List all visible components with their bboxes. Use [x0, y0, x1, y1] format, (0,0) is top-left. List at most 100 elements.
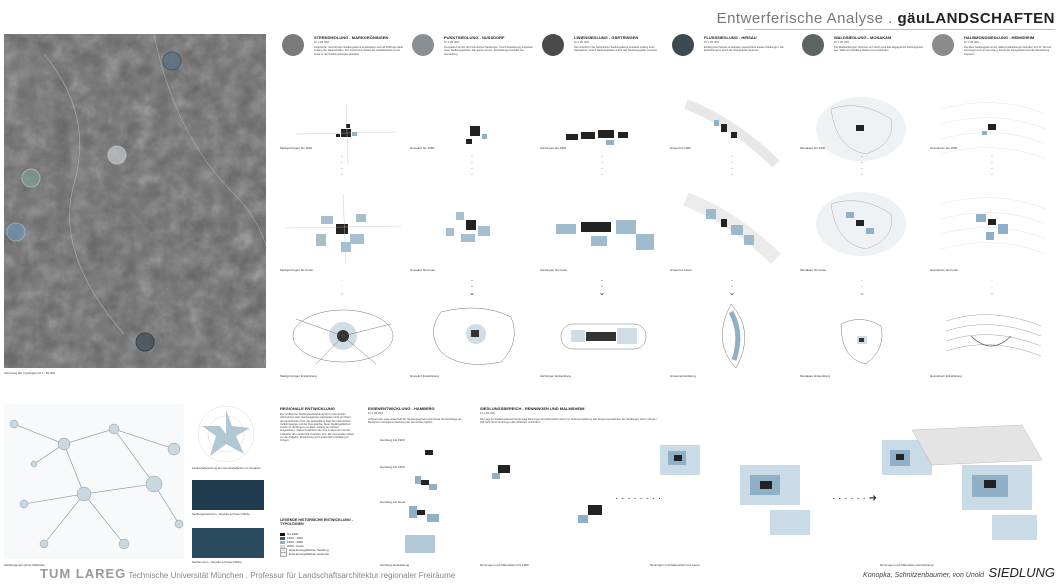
renningen-1960-plan — [492, 465, 602, 523]
windrose-caption: Landschaftsnutzung der Gemeindeflächen i… — [192, 466, 261, 470]
caption-heute: Nussdorf bis heute — [410, 268, 436, 272]
map-caption: Verortung der Typologien M 1 : 50 000 — [4, 371, 55, 375]
sied-scale: M 1:25 000 — [480, 411, 496, 415]
marker-markgroeningen — [162, 51, 182, 71]
renningen-entwicklung-plan — [882, 424, 1043, 540]
typology-scale: M 1:25 000 — [314, 40, 330, 44]
arrow-dots: · · · · — [470, 152, 474, 179]
caption-entwicklung: Markgröningen Entwicklung — [280, 374, 317, 378]
typology-scale: M 1:25 000 — [834, 40, 850, 44]
footer-institution: TUM LAREG Technische Universität München… — [40, 566, 455, 581]
typology-thumbnail — [412, 34, 434, 56]
aerial-photo-1 — [192, 480, 264, 510]
caption-heute: Gärtringen bis heute — [540, 268, 568, 272]
plan-entwicklung — [945, 314, 1042, 357]
legend-swatch — [280, 544, 285, 548]
caption-entwicklung: Gärtringen Entwicklung — [540, 374, 572, 378]
caption-1960: Gärtringen bis 1960 — [540, 146, 567, 150]
typology-text: Die Linienform der historischen Siedlung… — [574, 46, 658, 53]
network-diagram — [4, 404, 184, 559]
typology-text: Entlang des Flusses entstanden gewachsen… — [704, 46, 784, 53]
typology-column: PUNKTSIEDLUNG - NUSSDORF M 1:25 000 Komp… — [406, 34, 536, 384]
project-brand: gäuLANDSCHAFTEN — [897, 10, 1055, 27]
aerial-photo-2 — [192, 528, 264, 558]
plan-heute — [816, 192, 906, 256]
caption-heute: Hirsau bis heute — [670, 268, 692, 272]
network-graph — [9, 419, 184, 550]
caption-entwicklung: Nussdorf Entwicklung — [410, 374, 439, 378]
sied-text: Die Lage im Siedlungsbereich begünstigt … — [480, 418, 657, 425]
sied-caption-1960: Renningen und Malmsheim bis 1960 — [480, 563, 529, 567]
typology-thumbnail — [542, 34, 564, 56]
hamberg-caption-1990: Hamberg bis 1990 — [380, 465, 405, 469]
typology-text: Die Waldsiedlungen zeichnen sich durch e… — [834, 46, 923, 53]
plan-1960 — [816, 97, 906, 161]
regional-text: Ein Großteil der Siedlungsentwicklung fa… — [280, 413, 355, 443]
legend-item: 2000 - heute — [280, 544, 329, 548]
page-title: Entwerferische Analyse . gäuLANDSCHAFTEN — [716, 10, 1055, 27]
sied-title: SIEDLUNGSBEREICH - RENNINGEN UND MALMSHE… — [480, 406, 585, 411]
plan-heute — [683, 192, 781, 264]
marker-gaertringen — [21, 168, 41, 188]
typology-title: PUNKTSIEDLUNG - NUSSDORF — [444, 35, 505, 40]
marker-heimsheim — [135, 332, 155, 352]
caption-1960: Heimsheim bis 1960 — [930, 146, 958, 150]
marker-nussdorf — [107, 145, 127, 165]
arrow-dots: · · · · — [730, 152, 734, 179]
legend-item: 1960 - 2000 — [280, 540, 329, 544]
hamberg-caption-entwicklung: Hamberg Entwicklung — [380, 563, 410, 567]
legend-swatch — [280, 532, 285, 536]
regional-title: REGIONALE ENTWICKLUNG — [280, 406, 335, 411]
windrose-diagram — [197, 405, 255, 463]
caption-entwicklung: Hirsau Entwicklung — [670, 374, 696, 378]
typology-thumbnail — [282, 34, 304, 56]
authors: Konopka, Schnitzenbaumer, von Unold — [863, 572, 985, 579]
legend-item: Erweiterungsflächen Gewerbe — [280, 551, 329, 557]
typology-text: Kompakte Formen der historischen Siedlun… — [444, 46, 534, 56]
typology-title: LINIENSIEDLUNG - GÄRTRINGEN — [574, 35, 639, 40]
typology-column: FLUSSSIEDLUNG - HIRSAU M 1:25 000 Entlan… — [666, 34, 796, 384]
marker-hirsau — [6, 222, 26, 242]
aerial-texture — [4, 34, 266, 368]
footer-credits: Konopka, Schnitzenbaumer, von Unold SIED… — [863, 564, 1055, 582]
hamberg-caption-heute: Hamberg bis heute — [380, 500, 406, 504]
caption-heute: Markgröningen bis heute — [280, 268, 314, 272]
sied-caption-heute: Renningen und Malmsheim bis heute — [650, 563, 700, 567]
caption-heute: Monakam bis heute — [800, 268, 827, 272]
typology-title: STERNSIEDLUNG - MARKGRÖNINGEN — [314, 35, 389, 40]
caption-1960: Markgröningen bis 1960 — [280, 146, 313, 150]
arrow-dots: · · · · — [340, 152, 344, 179]
arrow-dots: · · · · — [860, 152, 864, 179]
typology-thumbnail — [672, 34, 694, 56]
typology-column: LINIENSIEDLUNG - GÄRTRINGEN M 1:25 000 D… — [536, 34, 666, 384]
hamberg-caption-1960: Hamberg bis 1960 — [380, 438, 405, 442]
legend: bis 1900 1900 - 1960 1960 - 2000 2000 - … — [280, 532, 329, 557]
typology-thumbnail — [802, 34, 824, 56]
arrow-dots-right: · · · · · · · · — [615, 493, 662, 504]
caption-entwicklung: Heimsheim Entwicklung — [930, 374, 962, 378]
typology-column: HALBMONDSIEDLUNG - HEIMSHEIM M 1:25 000 … — [926, 34, 1056, 384]
arrow-dots-right: · · · · · · ➜ — [832, 493, 878, 504]
eigen-text: Aufgrund der Lage außerhalb der Siedlung… — [368, 418, 462, 425]
legend-swatch — [280, 540, 285, 544]
sied-caption-entwicklung: Renningen und Malmsheim Entwicklung — [880, 563, 934, 567]
arrow-dots: · · · · — [990, 152, 994, 179]
typology-scale: M 1:25 000 — [964, 40, 980, 44]
plan-1960 — [940, 102, 1047, 160]
plan-entwicklung — [433, 307, 515, 365]
plan-1960 — [466, 126, 487, 144]
plan-entwicklung — [840, 319, 883, 365]
plan-heute — [940, 197, 1047, 255]
plan-entwicklung — [292, 309, 394, 365]
section-label: SIEDLUNG — [988, 565, 1055, 580]
arrow-chevron: · · ⌄ — [338, 276, 346, 297]
legend-swatch — [280, 551, 287, 557]
hamberg-plans — [405, 450, 439, 553]
plan-1960 — [566, 130, 628, 145]
plan-heute — [446, 212, 490, 242]
typology-title: WALDSIEDLUNG - MONAKAM — [834, 35, 892, 40]
plan-entwicklung — [721, 303, 746, 369]
legend-item: 1900 - 1960 — [280, 536, 329, 540]
title-rule — [745, 29, 1055, 30]
network-caption: Siedlungsnetz (ohne Maßstab) — [4, 563, 45, 567]
